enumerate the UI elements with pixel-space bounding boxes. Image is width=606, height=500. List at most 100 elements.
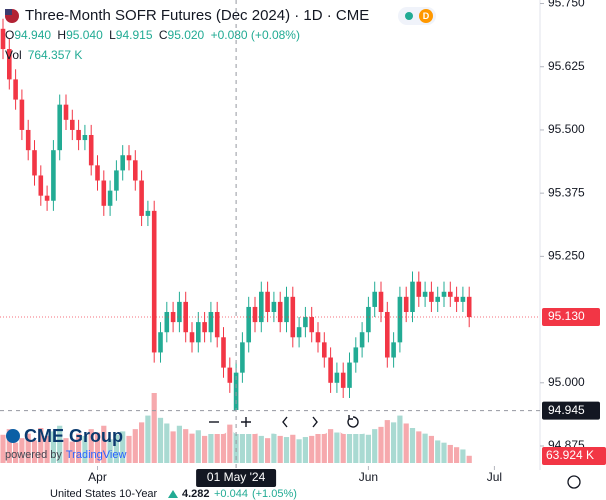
ohlc-value: 94.915 <box>116 28 153 42</box>
volume-bar <box>340 425 346 463</box>
volume-bar <box>195 430 201 463</box>
volume-bar <box>460 449 466 463</box>
volume-bar <box>246 431 252 463</box>
volume-bar <box>208 432 214 463</box>
volume-bar <box>271 433 277 463</box>
candle-body <box>334 372 340 383</box>
ohlc-key: O <box>5 28 14 42</box>
scroll-left-button[interactable] <box>272 410 298 434</box>
volume-bar <box>164 423 170 463</box>
overlay: 95.130 63.924 K 94.945 01 May '24 <box>0 0 606 489</box>
scroll-right-button[interactable] <box>302 410 328 434</box>
candle-body <box>372 291 377 307</box>
volume-bar <box>277 435 283 463</box>
volume-bar <box>151 393 157 463</box>
candle-body <box>454 296 459 302</box>
candle-body <box>315 332 321 343</box>
candle-body <box>385 311 390 358</box>
candle-body <box>158 332 163 353</box>
candle-body <box>51 150 56 201</box>
candle-body <box>170 311 176 323</box>
candle-body <box>76 129 81 141</box>
candle-body <box>221 337 226 368</box>
powered-text: powered by TradingView <box>5 449 126 461</box>
volume-value: 764.357 K <box>28 48 83 62</box>
volume-bar <box>120 431 126 463</box>
volume-bar <box>94 432 101 463</box>
powered-label: powered by <box>5 449 62 461</box>
candle-body <box>378 291 384 312</box>
flag-canton <box>5 9 12 15</box>
volume-bar <box>454 447 460 463</box>
volume-bar <box>391 422 397 463</box>
volume-legend: Vol 764.357 K <box>5 48 82 62</box>
candle-body <box>25 129 31 151</box>
chart-title: Three-Month SOFR Futures (Dec 2024) · 1D… <box>25 7 369 24</box>
ohlc-key: L <box>109 28 116 42</box>
volume-bar <box>57 425 63 463</box>
y-tick-label: 95.750 <box>548 0 585 10</box>
candle-body <box>322 342 327 358</box>
volume-bar <box>113 434 119 463</box>
candle-body <box>0 28 6 50</box>
volume-bar <box>170 431 176 463</box>
candle-body <box>366 306 371 333</box>
ohlc-value: 95.040 <box>66 28 103 42</box>
candle-body <box>208 311 214 333</box>
x-tick-label: Apr <box>88 470 107 484</box>
ohlc-key: C <box>159 28 168 42</box>
candle-body <box>82 135 88 141</box>
crosshair-y-box <box>542 401 600 420</box>
candle-body <box>435 296 440 302</box>
volume-bar <box>63 438 69 463</box>
reset-icon <box>347 415 359 428</box>
volume-bar <box>265 438 271 463</box>
candle-body <box>397 296 403 343</box>
candle-body <box>214 311 220 338</box>
volume-bar <box>220 426 227 463</box>
y-tick-label: 95.000 <box>548 375 585 389</box>
volume-bar <box>283 437 290 463</box>
volume-bar <box>422 433 428 463</box>
ticker-change: +0.044 (+1.05%) <box>214 488 297 500</box>
volume-bar <box>157 417 164 463</box>
volume-bar <box>82 435 88 463</box>
volume-bar <box>296 439 302 463</box>
reset-button[interactable] <box>340 410 366 434</box>
volume-bar <box>328 429 334 463</box>
candle-body <box>227 367 233 383</box>
candle-body <box>38 175 44 196</box>
crosshair-x-label: 01 May '24 <box>207 470 266 484</box>
ticker-bar <box>0 486 606 500</box>
candle-body <box>240 342 245 373</box>
candle-body <box>391 342 396 358</box>
settings-button[interactable] <box>567 475 581 489</box>
candle-body <box>347 362 352 388</box>
candle-body <box>32 150 37 176</box>
volume-bar <box>107 439 113 463</box>
volume-last-box <box>542 447 606 465</box>
volume-bar <box>0 434 6 463</box>
candle-body <box>359 332 365 348</box>
candle-body <box>246 306 251 343</box>
candle-body <box>284 296 289 323</box>
candle-body <box>13 79 18 100</box>
volume-bar <box>365 434 371 463</box>
ohlc-legend: O94.940 H95.040 L94.915 C95.020 +0.080 (… <box>5 28 300 42</box>
ohlc-value: 95.020 <box>168 28 205 42</box>
volume-bar <box>346 429 353 463</box>
volume-bar <box>315 433 321 463</box>
plus-icon <box>241 417 251 427</box>
volume-bar <box>44 435 50 463</box>
volume-last-label: 63.924 K <box>546 448 594 462</box>
candle-body <box>164 311 170 333</box>
candle-body <box>277 301 283 323</box>
candle-body <box>114 170 119 191</box>
x-tick-label: Jul <box>487 470 502 484</box>
ticker-name: United States 10-Year <box>50 488 158 500</box>
provider-name: TradingView <box>66 449 127 461</box>
candle-body <box>290 296 296 338</box>
volume-bar <box>202 435 208 463</box>
candle-body <box>95 165 100 181</box>
candle-body <box>328 357 333 383</box>
